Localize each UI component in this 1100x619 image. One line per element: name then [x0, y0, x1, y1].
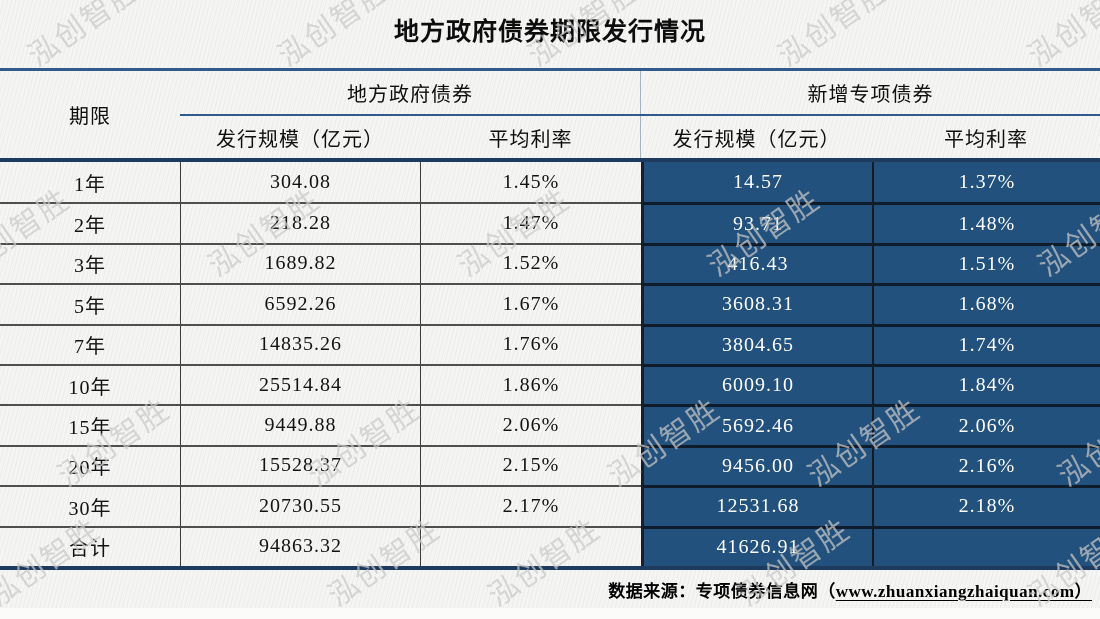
column-header-local-scale: 发行规模（亿元）: [216, 128, 384, 151]
cell-local-scale: 9449.88: [180, 404, 420, 445]
cell-local-rate: 1.45%: [420, 162, 641, 203]
cell-local-scale: 1689.82: [180, 242, 420, 284]
source-url-link[interactable]: www.zhuanxiangzhaiquan.com: [835, 582, 1075, 601]
cell-local-rate: 2.06%: [420, 404, 641, 445]
cell-special-scale: 9456.00: [641, 444, 872, 486]
table-header-bottom-rule: [0, 158, 1100, 162]
cell-special-rate: [872, 525, 1100, 566]
cell-local-scale: 25514.84: [180, 363, 420, 405]
table-top-rule: [0, 68, 1100, 71]
cell-special-scale: 5692.46: [641, 404, 872, 445]
cell-term: 3年: [0, 242, 180, 283]
table-row: 10年 25514.84 1.86% 6009.10 1.84%: [0, 363, 1100, 405]
cell-local-scale: 15528.37: [180, 444, 420, 486]
table-row: 5年 6592.26 1.67% 3608.31 1.68%: [0, 283, 1100, 324]
cell-term: 15年: [0, 404, 180, 444]
cell-special-rate: 1.48%: [872, 202, 1100, 243]
cell-local-scale: 218.28: [180, 202, 420, 243]
table-subheader-rule: [180, 114, 1100, 116]
cell-special-scale: 93.71: [641, 202, 872, 243]
cell-local-rate: 2.17%: [420, 485, 641, 526]
source-label: 数据来源：: [608, 582, 696, 601]
cell-special-scale: 6009.10: [641, 363, 872, 405]
cell-special-scale: 416.43: [641, 242, 872, 284]
group-header-new-special-bonds: 新增专项债券: [807, 83, 934, 106]
cell-special-rate: 1.37%: [872, 162, 1100, 203]
cell-special-scale: 41626.91: [641, 525, 872, 566]
cell-special-rate: 1.68%: [872, 283, 1100, 324]
cell-local-rate: [420, 525, 641, 566]
cell-term: 1年: [74, 173, 106, 196]
bottom-margin-strip: [0, 608, 1100, 619]
table-row: 1年 304.08 1.45% 14.57 1.37%: [0, 162, 1100, 203]
group-header-local-bonds: 地方政府债券: [347, 83, 473, 106]
table-row: 2年 218.28 1.47% 93.71 1.48%: [0, 202, 1100, 243]
cell-term: 2年: [0, 202, 180, 242]
cell-local-rate: 1.67%: [420, 283, 641, 324]
cell-special-scale: 12531.68: [641, 485, 872, 526]
table-row: 合计 94863.32 41626.91: [0, 525, 1100, 566]
cell-special-rate: 1.51%: [872, 242, 1100, 284]
cell-term: 7年: [0, 323, 180, 364]
cell-local-scale: 304.08: [180, 162, 420, 203]
column-header-local-rate: 平均利率: [488, 128, 573, 151]
cell-term: 20年: [0, 444, 180, 485]
cell-special-rate: 1.84%: [872, 363, 1100, 405]
cell-local-scale: 14835.26: [180, 323, 420, 364]
cell-special-scale: 14.57: [641, 162, 872, 203]
column-header-special-rate: 平均利率: [944, 128, 1028, 151]
table-row: 3年 1689.82 1.52% 416.43 1.51%: [0, 242, 1100, 284]
cell-special-rate: 2.16%: [872, 444, 1100, 486]
table-row: 30年 20730.55 2.17% 12531.68 2.18%: [0, 485, 1100, 526]
cell-special-scale: 3608.31: [641, 283, 872, 324]
cell-special-rate: 2.06%: [872, 404, 1100, 445]
cell-local-scale: 20730.55: [180, 485, 420, 526]
cell-special-rate: 1.74%: [872, 323, 1100, 364]
page-title: 地方政府债券期限发行情况: [393, 19, 706, 46]
cell-local-rate: 1.76%: [420, 323, 641, 364]
source-close-paren: ）: [1074, 582, 1092, 601]
table-row: 7年 14835.26 1.76% 3804.65 1.74%: [0, 323, 1100, 364]
cell-local-rate: 1.86%: [420, 363, 641, 405]
cell-local-rate: 1.47%: [420, 202, 641, 243]
cell-local-scale: 6592.26: [180, 283, 420, 324]
cell-special-scale: 3804.65: [641, 323, 872, 364]
source-site-name: 专项债券信息网（: [695, 582, 836, 601]
cell-local-scale: 94863.32: [180, 525, 420, 566]
cell-special-rate: 2.18%: [872, 485, 1100, 526]
column-header-term: 期限: [69, 106, 111, 128]
column-header-special-scale: 发行规模（亿元）: [672, 128, 841, 151]
table-row: 20年 15528.37 2.15% 9456.00 2.16%: [0, 444, 1100, 486]
cell-term: 10年: [0, 363, 180, 404]
cell-term: 30年: [0, 485, 180, 525]
cell-term: 合计: [0, 525, 180, 566]
cell-local-rate: 1.52%: [420, 242, 641, 284]
table-body: 1年 304.08 1.45% 14.57 1.37% 2年 218.28 1.47% 93.7…: [0, 162, 1100, 566]
source-note: 数据来源：专项债券信息网（www.zhuanxiangzhaiquan.com）: [0, 577, 1092, 602]
table-row: 15年 9449.88 2.06% 5692.46 2.06%: [0, 404, 1100, 445]
table-bottom-rule: [0, 566, 1100, 570]
cell-term: 5年: [0, 283, 180, 323]
cell-local-rate: 2.15%: [420, 444, 641, 486]
